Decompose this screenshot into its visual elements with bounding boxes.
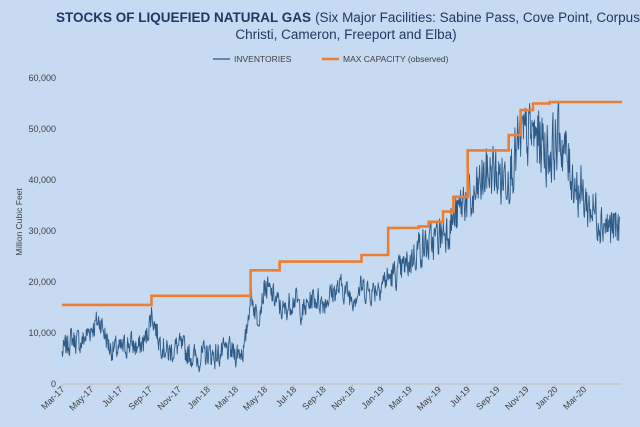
x-tick-label: Nov-19 — [503, 384, 531, 412]
chart-title-line-2: Christi, Cameron, Freeport and Elba) — [235, 27, 456, 42]
chart-title: STOCKS OF LIQUEFIED NATURAL GAS (Six Majo… — [56, 10, 640, 42]
x-tick-label: Jul-18 — [274, 384, 298, 408]
x-tick-label: Nov-18 — [329, 384, 357, 412]
y-axis-title: Million Cubic Feet — [14, 188, 24, 256]
y-axis-ticks: 0 10,000 20,000 30,000 40,000 50,000 60,000 — [28, 73, 56, 389]
series-line-max-capacity — [62, 100, 622, 307]
x-tick-label: Jul-19 — [448, 384, 472, 408]
x-tick-label: Jan-19 — [359, 384, 386, 411]
legend-label-max-capacity: MAX CAPACITY (observed) — [343, 54, 449, 64]
x-tick-label: Jan-20 — [533, 384, 560, 411]
x-tick-label: May-18 — [241, 384, 269, 412]
x-tick-label: May-19 — [415, 384, 443, 412]
x-tick-label: Mar-18 — [213, 384, 240, 411]
chart-legend: INVENTORIES MAX CAPACITY (observed) — [213, 54, 449, 64]
legend-label-inventories: INVENTORIES — [234, 54, 292, 64]
chart-title-line-1: STOCKS OF LIQUEFIED NATURAL GAS (Six Majo… — [56, 10, 640, 25]
y-tick-label: 0 — [51, 379, 56, 389]
y-tick-label: 40,000 — [28, 175, 56, 185]
x-tick-label: Sep-18 — [300, 384, 328, 412]
series-lines — [61, 100, 622, 373]
x-axis-ticks: Mar-17 May-17 Jul-17 Sep-17 Nov-17 Jan-18 Mar-… — [39, 384, 588, 413]
x-tick-label: May-17 — [67, 384, 95, 412]
x-tick-label: Jul-17 — [100, 384, 124, 408]
x-tick-label: Jan-18 — [186, 384, 213, 411]
chart-title-line-1-rest: (Six Major Facilities: Sabine Pass, Cove… — [315, 10, 640, 25]
y-tick-label: 20,000 — [28, 277, 56, 287]
x-tick-label: Mar-20 — [561, 384, 588, 411]
x-tick-label: Nov-17 — [155, 384, 183, 412]
x-tick-label: Mar-19 — [387, 384, 414, 411]
y-tick-label: 50,000 — [28, 124, 56, 134]
chart-title-bold: STOCKS OF LIQUEFIED NATURAL GAS — [56, 10, 311, 25]
y-tick-label: 60,000 — [28, 73, 56, 83]
x-tick-label: Sep-19 — [474, 384, 502, 412]
x-tick-label: Sep-17 — [126, 384, 154, 412]
y-tick-label: 10,000 — [28, 328, 56, 338]
series-line-inventories — [61, 103, 621, 373]
y-tick-label: 30,000 — [28, 226, 56, 236]
